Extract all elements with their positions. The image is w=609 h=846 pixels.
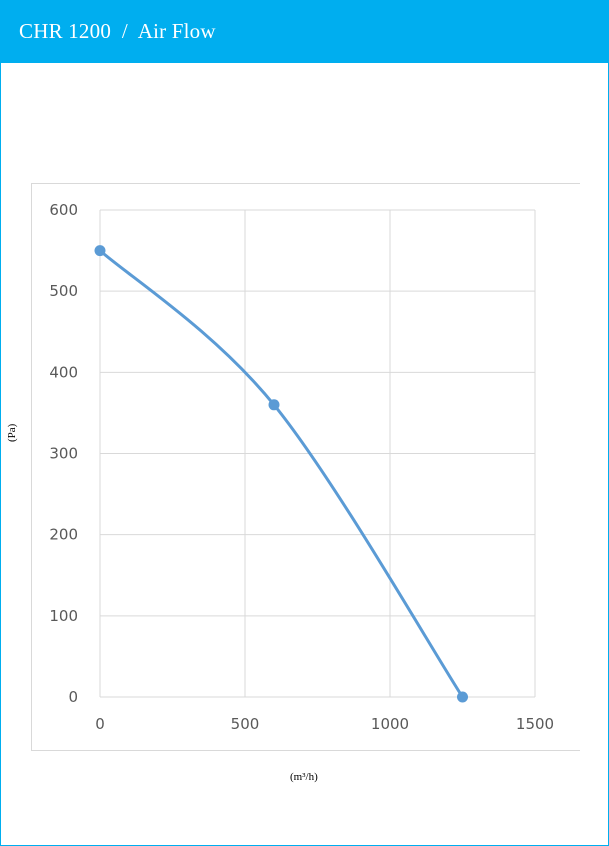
data-point bbox=[268, 399, 280, 411]
x-tick-label: 500 bbox=[231, 715, 260, 733]
data-point bbox=[457, 691, 468, 703]
x-axis-ticks: 0 500 1000 1500 bbox=[95, 715, 554, 733]
chart-area bbox=[31, 183, 580, 751]
y-tick-label: 100 bbox=[49, 607, 78, 625]
y-tick-label: 200 bbox=[49, 526, 78, 544]
x-tick-label: 1500 bbox=[516, 715, 554, 733]
y-tick-label: 300 bbox=[49, 445, 78, 463]
x-tick-label: 0 bbox=[95, 715, 105, 733]
y-axis-ticks: 0 100 200 300 400 500 600 bbox=[49, 201, 78, 706]
page-title: CHR 1200 / Air Flow bbox=[19, 19, 216, 43]
series-group bbox=[94, 245, 468, 703]
x-tick-label: 1000 bbox=[371, 715, 409, 733]
series-line bbox=[98, 249, 464, 699]
x-axis-label: (m³/h) bbox=[290, 771, 318, 783]
y-tick-label: 600 bbox=[49, 201, 78, 219]
header-bar: CHR 1200 / Air Flow bbox=[1, 1, 608, 63]
y-tick-label: 400 bbox=[49, 363, 78, 381]
grid bbox=[99, 209, 536, 698]
y-tick-label: 500 bbox=[49, 282, 78, 300]
data-point bbox=[94, 245, 106, 257]
y-tick-label: 0 bbox=[68, 688, 78, 706]
y-axis-label: (Pa) bbox=[6, 423, 18, 442]
